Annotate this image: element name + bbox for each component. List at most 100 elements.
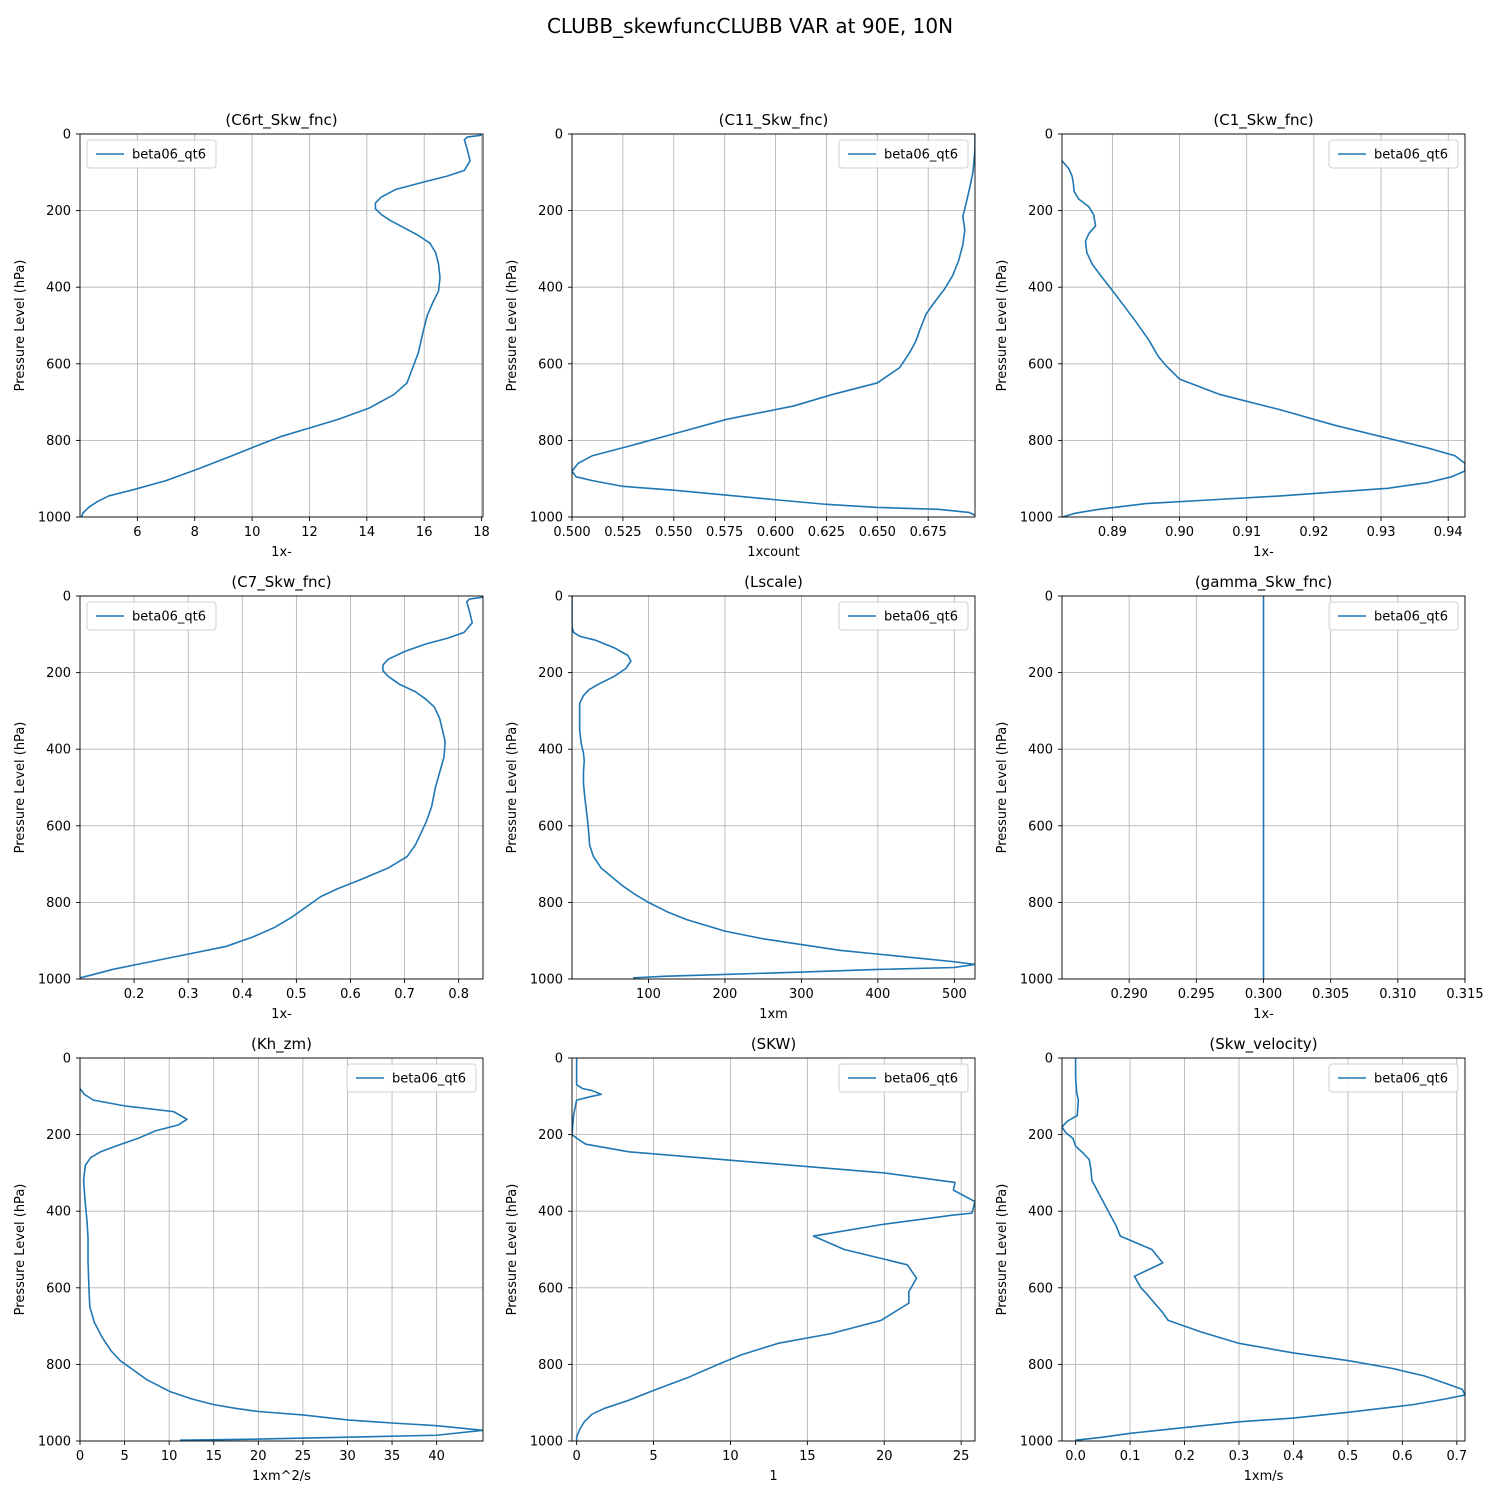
x-tick-label: 25 [295,1449,312,1464]
subplot-1: 6 8 10 12 14 16 18 0 200 400 600 800 1000 (C6rt_Skw_f… [13,111,490,560]
series-line-beta06_qt6 [80,1088,483,1441]
y-tick-label: 0 [555,590,563,605]
x-tick-label: 15 [205,1449,222,1464]
y-axis-label: Pressure Level (hPa) [995,1184,1010,1316]
subplot-9: 0.0 0.1 0.2 0.3 0.4 0.5 0.6 0.7 0 200 400 600 800 100… [995,1035,1467,1484]
y-tick-label: 1000 [1020,511,1053,526]
x-tick-label: 0.305 [1312,987,1349,1002]
y-tick-label: 0 [555,128,563,143]
x-tick-label: 0.310 [1379,987,1416,1002]
legend-label: beta06_qt6 [132,610,206,625]
subplot-6: 0.290 0.295 0.300 0.305 0.310 0.315 0 200 400 600… [995,573,1484,1022]
x-tick-label: 20 [876,1449,893,1464]
legend: beta06_qt6 [86,601,217,631]
x-tick-label: 0.315 [1446,987,1483,1002]
x-tick-label: 0.295 [1178,987,1215,1002]
subplot-title: (C6rt_Skw_fnc) [225,111,337,130]
x-axis-label: 1x- [271,1007,292,1022]
subplot-title: (Lscale) [744,573,803,591]
y-tick-label: 600 [46,357,71,372]
subplot-3: 0.89 0.90 0.91 0.92 0.93 0.94 0 200 400 600 800 100… [995,111,1466,560]
x-tick-label: 0.94 [1434,525,1463,540]
x-tick-label: 0.93 [1367,525,1396,540]
y-tick-label: 1000 [1020,1435,1053,1450]
x-tick-label: 0.5 [1338,1449,1359,1464]
y-axis-label: Pressure Level (hPa) [995,722,1010,854]
legend: beta06_qt6 [838,1063,969,1093]
legend-box [838,139,969,169]
subplot-title: (C11_Skw_fnc) [719,111,829,130]
x-tick-label: 0.1 [1120,1449,1141,1464]
y-tick-label: 200 [46,204,71,219]
x-axis-label: 1x- [1253,545,1274,560]
x-tick-label: 16 [416,525,433,540]
legend: beta06_qt6 [1328,139,1459,169]
x-tick-label: 0.91 [1232,525,1261,540]
x-axis-label: 1xm^2/s [252,1469,311,1484]
legend-box [86,601,217,631]
y-tick-label: 200 [538,666,563,681]
y-tick-label: 800 [1028,1358,1053,1373]
y-tick-label: 800 [538,1358,563,1373]
subplot-title: (SKW) [751,1035,796,1053]
x-tick-label: 0 [572,1449,580,1464]
y-tick-label: 200 [538,204,563,219]
axes-frame [571,1057,976,1442]
y-axis-label: Pressure Level (hPa) [505,722,520,854]
legend-label: beta06_qt6 [1374,610,1448,625]
x-tick-label: 0.500 [553,525,590,540]
y-tick-label: 1000 [38,511,71,526]
y-tick-label: 1000 [530,1435,563,1450]
x-tick-label: 0.2 [124,987,145,1002]
y-tick-label: 800 [46,434,71,449]
legend-box [1328,1063,1459,1093]
y-axis-label: Pressure Level (hPa) [505,1184,520,1316]
x-tick-label: 400 [865,987,890,1002]
y-tick-label: 400 [1028,281,1053,296]
legend: beta06_qt6 [838,139,969,169]
legend: beta06_qt6 [1328,601,1459,631]
x-tick-label: 0 [76,1449,84,1464]
legend: beta06_qt6 [86,139,217,169]
y-tick-label: 200 [1028,666,1053,681]
axes-frame [571,133,976,518]
x-tick-label: 30 [339,1449,356,1464]
legend-box [346,1063,477,1093]
series-line-beta06_qt6 [572,1058,975,1441]
x-tick-label: 0.550 [655,525,692,540]
x-axis-label: 1 [769,1469,777,1484]
y-tick-label: 600 [46,1281,71,1296]
y-tick-label: 0 [63,1052,71,1067]
y-tick-label: 0 [63,128,71,143]
y-tick-label: 400 [46,1205,71,1220]
y-tick-label: 1000 [38,1435,71,1450]
y-tick-label: 800 [1028,896,1053,911]
subplot-title: (Skw_velocity) [1209,1035,1317,1054]
figure-title: CLUBB_skewfuncCLUBB VAR at 90E, 10N [546,14,954,38]
y-tick-label: 400 [538,743,563,758]
y-tick-label: 0 [63,590,71,605]
x-tick-label: 25 [953,1449,970,1464]
series-line-beta06_qt6 [1062,160,1465,517]
y-tick-label: 200 [1028,204,1053,219]
y-tick-label: 600 [538,357,563,372]
y-tick-label: 1000 [1020,973,1053,988]
axes-frame [1061,1057,1466,1442]
y-tick-label: 400 [538,1205,563,1220]
x-tick-label: 200 [713,987,738,1002]
subplot-title: (C1_Skw_fnc) [1213,111,1313,130]
x-tick-label: 8 [191,525,199,540]
x-tick-label: 10 [244,525,261,540]
axes-frame [571,595,976,980]
series-line-beta06_qt6 [80,596,483,979]
y-tick-label: 800 [538,434,563,449]
legend-label: beta06_qt6 [392,1072,466,1087]
x-tick-label: 0.600 [757,525,794,540]
x-tick-label: 0.675 [910,525,947,540]
x-tick-label: 0.8 [448,987,469,1002]
legend: beta06_qt6 [346,1063,477,1093]
y-tick-label: 1000 [38,973,71,988]
x-tick-label: 300 [789,987,814,1002]
subplot-title: (C7_Skw_fnc) [231,573,331,592]
